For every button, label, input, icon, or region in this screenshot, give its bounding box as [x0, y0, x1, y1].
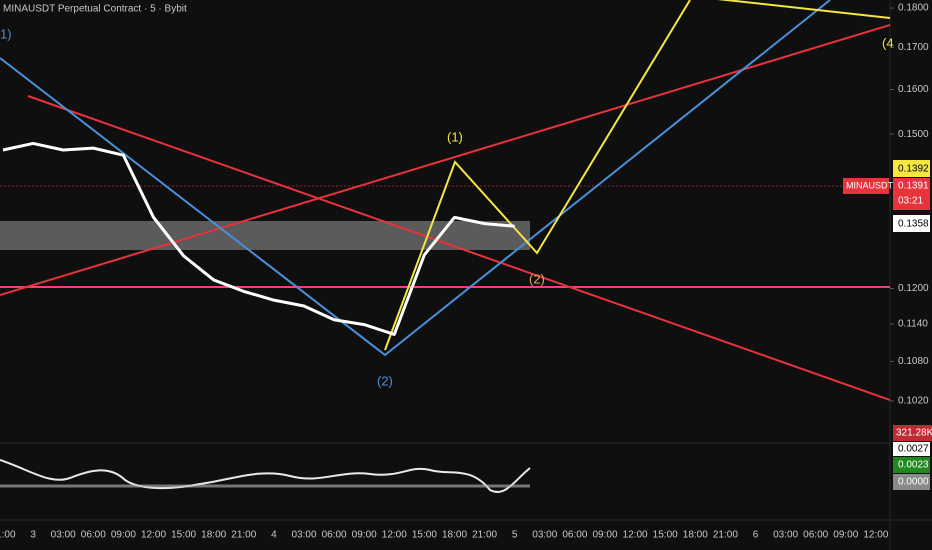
- wave-line: [0, 0, 831, 357]
- x-tick-label: 03:00: [532, 530, 557, 541]
- volume-tag: [893, 425, 932, 441]
- symbol-tag: [843, 178, 889, 194]
- price-tag: [893, 178, 930, 210]
- symbol-tag-label: MINAUSDT.P: [846, 180, 901, 190]
- x-tick-label: 09:00: [352, 530, 377, 541]
- y-tick-label: 0.1140: [898, 319, 928, 330]
- price-tag: [893, 160, 930, 177]
- x-tick-label: 03:00: [773, 530, 798, 541]
- oscillator-line: [0, 459, 531, 493]
- wave-label: 1): [0, 26, 12, 41]
- x-tick-label: 12:00: [863, 530, 888, 541]
- x-tick-label: 09:00: [833, 530, 858, 541]
- x-tick-label: 3: [30, 530, 36, 541]
- x-tick-label: 18:00: [442, 530, 467, 541]
- x-tick-label: 21:00: [231, 530, 256, 541]
- y-tick-label: 0.1500: [898, 129, 929, 140]
- volume-tag-label: 321.28K: [896, 428, 932, 439]
- osc-tag-label: 0.0027: [898, 444, 929, 455]
- osc-tag: [893, 474, 930, 490]
- y-tick-label: 0.1600: [898, 84, 929, 95]
- x-tick-label: 15:00: [171, 530, 196, 541]
- osc-tag: [893, 457, 930, 473]
- x-tick-label: 4: [271, 530, 277, 541]
- y-tick-label: 0.1080: [898, 356, 929, 367]
- wave-label: (2): [377, 373, 393, 388]
- price-tag-label: 0.1391: [898, 181, 929, 192]
- y-tick-label: 0.1700: [898, 42, 929, 53]
- wave-line: [717, 0, 891, 19]
- wave-label: (2): [529, 271, 545, 286]
- x-tick-label: 12:00: [382, 530, 407, 541]
- x-tick-label: 03:00: [51, 530, 76, 541]
- x-tick-label: 06:00: [322, 530, 347, 541]
- ma-line: [2, 141, 515, 336]
- price-tag-label: 0.1392: [898, 164, 929, 175]
- x-tick-label: 15:00: [653, 530, 678, 541]
- price-tag-label: 0.1358: [898, 219, 929, 230]
- x-tick-label: 15:00: [412, 530, 437, 541]
- x-tick-label: 18:00: [683, 530, 708, 541]
- x-tick-label: 12:00: [623, 530, 648, 541]
- y-tick-label: 0.1020: [898, 396, 929, 407]
- x-tick-label: 6: [753, 530, 759, 541]
- x-tick-label: 03:00: [291, 530, 316, 541]
- wave-line: [384, 0, 691, 351]
- y-tick-label: 0.1800: [898, 3, 929, 14]
- price-tag: [893, 215, 930, 232]
- x-tick-label: 09:00: [592, 530, 617, 541]
- x-tick-label: 12:00: [141, 530, 166, 541]
- trend-line: [27, 95, 891, 401]
- x-tick-label: 06:00: [562, 530, 587, 541]
- y-tick-label: 0.1200: [898, 283, 929, 294]
- wave-label: (1): [447, 129, 463, 144]
- x-tick-label: 21:00: [472, 530, 497, 541]
- x-tick-label: 09:00: [111, 530, 136, 541]
- x-tick-label: 21:00: [713, 530, 738, 541]
- chart-title: MINAUSDT Perpetual Contract · 5 · Bybit: [3, 4, 187, 15]
- osc-tag-label: 0.0000: [898, 477, 929, 488]
- x-tick-label: 06:00: [81, 530, 106, 541]
- x-tick-label: 5: [512, 530, 518, 541]
- x-tick-label: 18:00: [201, 530, 226, 541]
- countdown-label: 03:21: [898, 196, 923, 207]
- x-tick-label: 06:00: [803, 530, 828, 541]
- x-tick-label: 21:00: [0, 530, 16, 541]
- osc-tag: [893, 442, 930, 456]
- wave-label: (4: [882, 35, 894, 50]
- osc-tag-label: 0.0023: [898, 460, 929, 471]
